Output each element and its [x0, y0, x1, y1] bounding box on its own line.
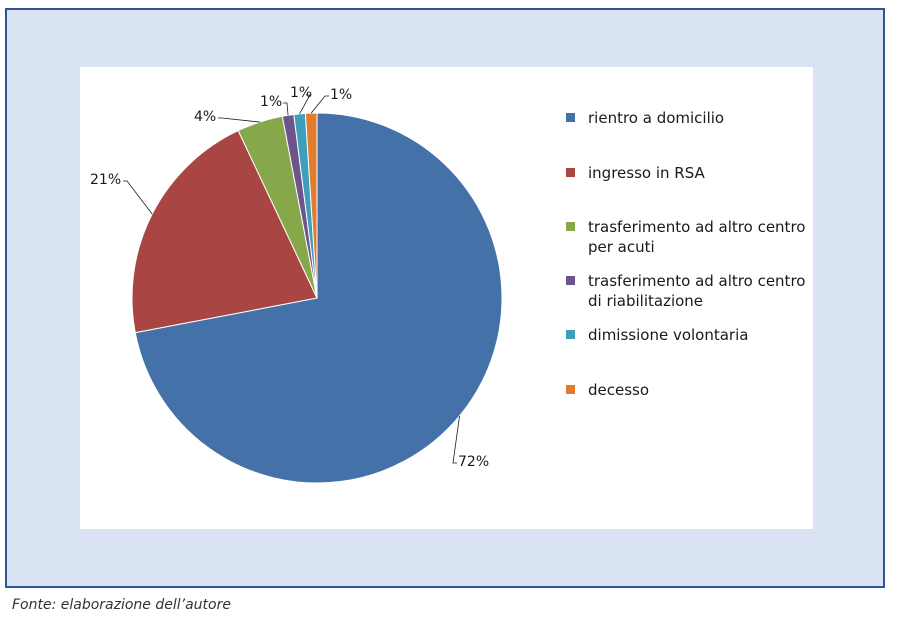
leader-line-volontaria — [299, 94, 311, 115]
legend-label: trasferimento ad altro centro di riabili… — [588, 272, 806, 310]
pie-slice-rsa — [131, 129, 318, 334]
legend-label: rientro a domicilio — [588, 109, 725, 127]
data-label-rsa: 21% — [90, 172, 121, 188]
legend-swatch — [566, 113, 575, 122]
legend-label: decesso — [588, 381, 650, 399]
legend-swatch — [566, 276, 575, 285]
legend-label: ingresso in RSA — [588, 164, 705, 182]
legend-swatch — [566, 168, 575, 177]
legend-swatch — [566, 330, 575, 339]
data-label-decesso: 1% — [330, 87, 352, 103]
leader-line-acuti — [218, 117, 260, 123]
legend-swatch — [566, 222, 575, 231]
data-label-rientro: 72% — [458, 454, 489, 470]
source-note: Fonte: elaborazione dell’autore — [12, 597, 231, 613]
legend-label: dimissione volontaria — [588, 326, 749, 344]
data-label-volontaria: 1% — [290, 85, 312, 101]
data-label-acuti: 4% — [194, 109, 216, 125]
leader-line-decesso — [310, 95, 329, 114]
pie-slice-rientro — [134, 112, 503, 484]
legend-label: trasferimento ad altro centro per acuti — [588, 218, 806, 256]
data-label-riabilitazione: 1% — [260, 94, 282, 110]
leader-line-rientro — [452, 415, 460, 464]
leader-line-riabilitazione — [283, 102, 289, 116]
leader-line-rsa — [123, 180, 153, 215]
legend-swatch — [566, 385, 575, 394]
